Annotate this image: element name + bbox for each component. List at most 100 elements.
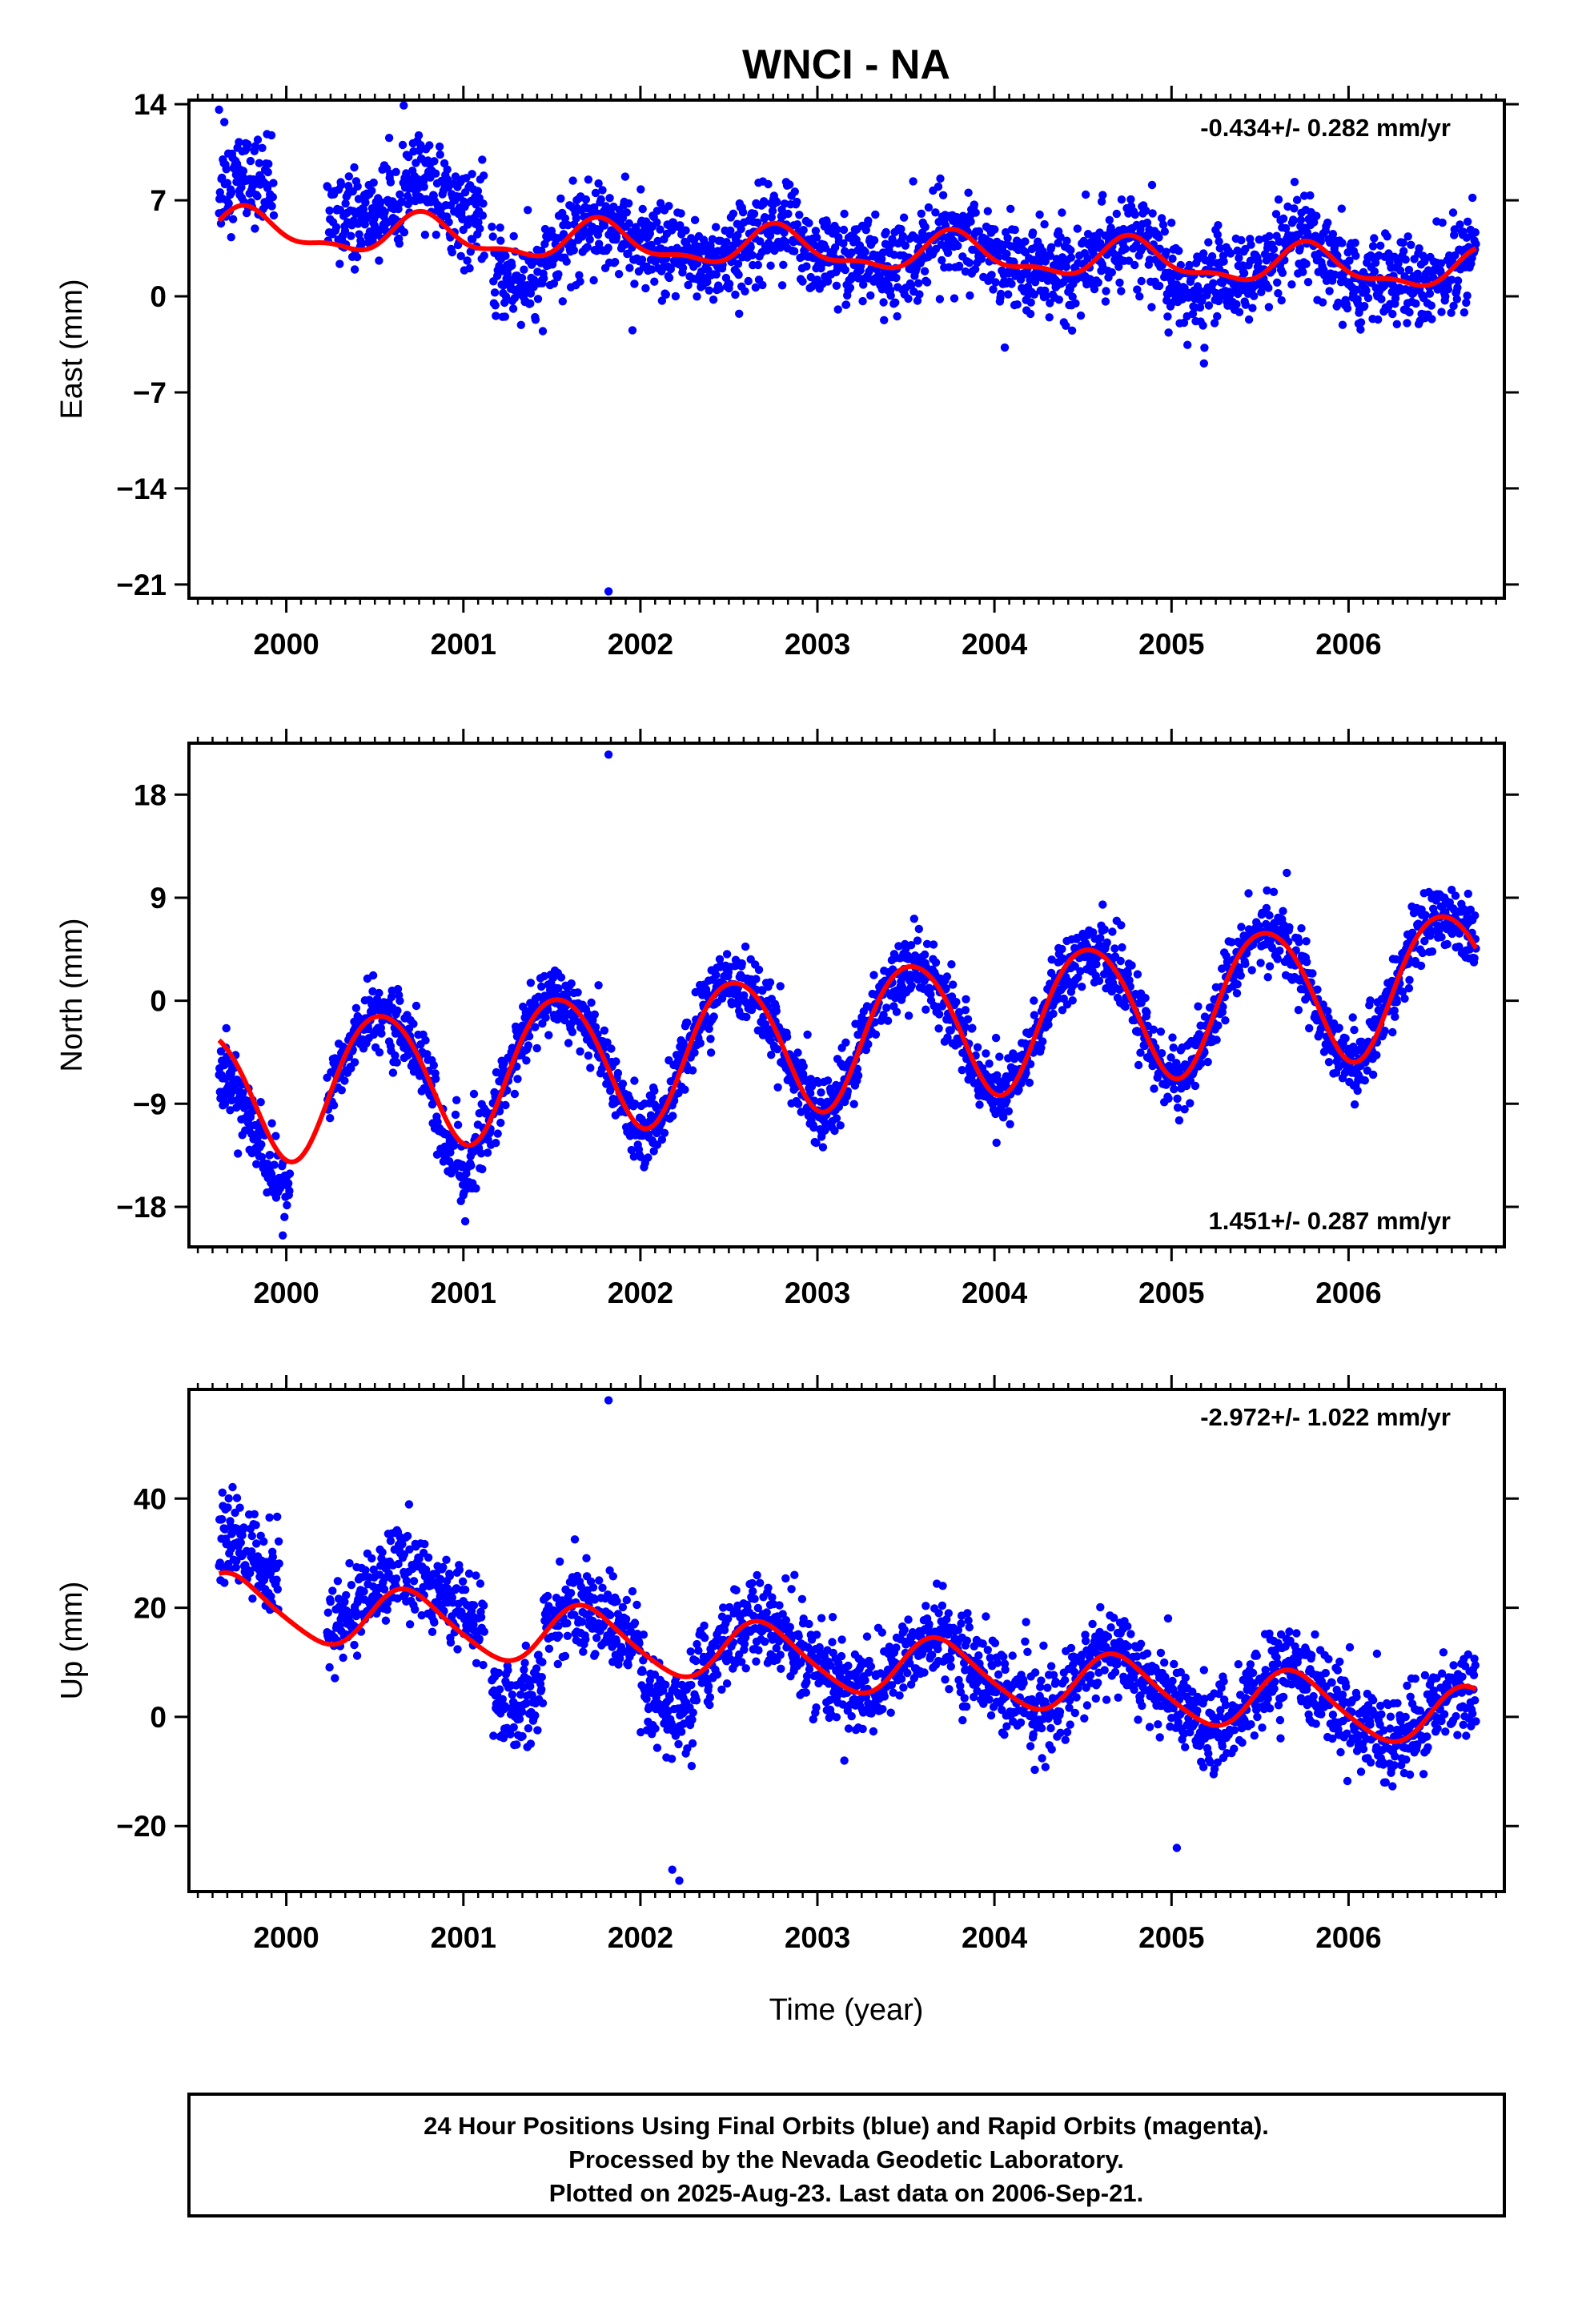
data-point (1437, 933, 1446, 942)
data-point (1244, 315, 1254, 324)
data-point (935, 295, 945, 304)
data-point (341, 199, 350, 208)
data-point (880, 316, 889, 324)
data-point (512, 1062, 521, 1072)
data-point (1265, 962, 1275, 971)
data-point (1073, 224, 1082, 233)
data-point (656, 225, 665, 234)
data-point (456, 251, 465, 260)
data-point (1299, 267, 1307, 276)
data-point (474, 218, 483, 227)
data-point (573, 988, 582, 997)
data-point (605, 194, 614, 203)
data-point (1271, 210, 1281, 219)
data-point (1281, 223, 1291, 233)
data-point (653, 236, 662, 246)
outlier-point (215, 105, 223, 115)
data-point (508, 304, 518, 313)
data-point (581, 195, 591, 204)
data-point (1117, 287, 1126, 296)
data-point (776, 982, 785, 991)
data-point (761, 213, 769, 222)
data-point (780, 228, 789, 237)
data-point (590, 203, 599, 212)
data-point (1241, 244, 1250, 254)
data-point (492, 1139, 500, 1148)
data-point (1154, 281, 1164, 291)
data-point (1116, 956, 1125, 966)
data-point (681, 226, 690, 235)
data-point (271, 1132, 280, 1140)
data-point (795, 211, 804, 219)
data-point (841, 265, 850, 275)
data-point (564, 1039, 573, 1047)
data-point (823, 1076, 833, 1085)
data-point (1441, 292, 1450, 301)
data-point (1411, 299, 1420, 308)
data-point (1021, 237, 1030, 246)
data-point (1148, 209, 1157, 218)
data-point (1174, 247, 1183, 255)
data-point (267, 131, 276, 140)
data-point (584, 1051, 593, 1060)
data-point (1098, 900, 1107, 909)
data-point (1150, 1084, 1158, 1093)
data-point (1377, 295, 1386, 304)
data-point (412, 1001, 421, 1011)
data-point (1206, 259, 1215, 267)
data-point (479, 199, 488, 208)
data-point (973, 1043, 982, 1052)
data-point (985, 1059, 994, 1068)
data-point (891, 298, 900, 307)
data-point (490, 288, 500, 297)
data-point (526, 979, 536, 987)
data-point (1436, 259, 1446, 268)
data-point (368, 971, 378, 980)
data-point (421, 1035, 430, 1045)
data-point (1262, 903, 1271, 913)
data-point (688, 1066, 697, 1075)
data-point (1233, 246, 1242, 255)
data-point (1044, 1020, 1053, 1029)
data-point (1328, 230, 1338, 239)
data-point (496, 1118, 505, 1128)
data-point (1130, 210, 1140, 219)
data-point (1405, 975, 1414, 985)
data-point (683, 1018, 692, 1027)
data-point (1290, 178, 1299, 187)
data-point (572, 214, 580, 223)
data-point (765, 231, 775, 240)
data-point (1142, 1008, 1151, 1017)
data-point (1003, 234, 1012, 243)
data-point (1292, 195, 1302, 204)
data-point (893, 312, 901, 321)
data-point (392, 1058, 401, 1067)
data-point (866, 291, 875, 300)
data-point (1388, 309, 1397, 319)
data-point (1006, 204, 1015, 213)
data-point (1362, 286, 1371, 296)
data-point (709, 296, 718, 304)
data-point (590, 1010, 599, 1019)
data-point (1076, 311, 1086, 320)
data-point (1427, 947, 1437, 956)
data-point (922, 278, 932, 287)
data-point (1056, 232, 1065, 242)
data-point (1149, 1025, 1158, 1034)
data-point (1204, 301, 1214, 310)
data-point (1214, 221, 1223, 230)
data-point (1464, 889, 1473, 899)
data-point (228, 215, 238, 223)
data-point (1046, 299, 1054, 308)
data-point (1274, 195, 1283, 204)
data-point (869, 235, 879, 245)
data-point (681, 1085, 689, 1094)
data-point (1460, 308, 1469, 317)
data-point (1303, 958, 1311, 967)
data-point (864, 1039, 873, 1049)
data-point (1416, 961, 1426, 971)
x-tick-label: 2005 (1138, 628, 1204, 661)
data-point (693, 292, 701, 301)
data-point (897, 224, 905, 234)
data-point (1275, 947, 1284, 955)
